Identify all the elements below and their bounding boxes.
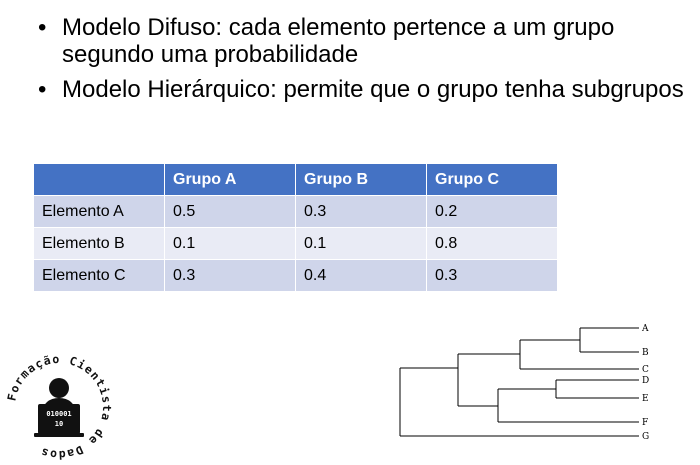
- table-cell: 0.1: [296, 228, 427, 260]
- table-cell: 0.8: [427, 228, 558, 260]
- leaf-label-b: B: [642, 348, 649, 358]
- probability-table: Grupo A Grupo B Grupo C Elemento A 0.5 0…: [34, 164, 558, 292]
- dendrogram-leaf-labels: A B C D E F G: [641, 324, 649, 442]
- dendrogram: A B C D E F G: [399, 324, 649, 442]
- bullet-item: • Modelo Difuso: cada elemento pertence …: [36, 14, 696, 68]
- header-cell: Grupo B: [296, 164, 427, 196]
- row-label-cell: Elemento A: [34, 196, 165, 228]
- bullet-list: • Modelo Difuso: cada elemento pertence …: [36, 14, 696, 111]
- bullet-dot: •: [38, 76, 47, 103]
- row-label-cell: Elemento C: [34, 260, 165, 292]
- table-header-row: Grupo A Grupo B Grupo C: [34, 164, 558, 196]
- table-row: Elemento C 0.3 0.4 0.3: [34, 260, 558, 292]
- formacao-cientista-logo: Formação Cientista de Dados 010001 10: [4, 352, 112, 462]
- table-cell: 0.1: [165, 228, 296, 260]
- table-row: Elemento B 0.1 0.1 0.8: [34, 228, 558, 260]
- header-cell: [34, 164, 165, 196]
- table-cell: 0.2: [427, 196, 558, 228]
- bullet-text: Modelo Hierárquico: permite que o grupo …: [62, 76, 684, 103]
- table-cell: 0.4: [296, 260, 427, 292]
- logo-screen-line: 010001: [46, 410, 71, 418]
- table-cell: 0.3: [296, 196, 427, 228]
- bullet-text: Modelo Difuso: cada elemento pertence a …: [62, 14, 615, 68]
- header-cell: Grupo A: [165, 164, 296, 196]
- table-cell: 0.5: [165, 196, 296, 228]
- logo-screen-line: 10: [55, 420, 63, 428]
- leaf-label-d: D: [642, 376, 649, 386]
- leaf-label-a: A: [641, 324, 649, 334]
- table-cell: 0.3: [165, 260, 296, 292]
- table-cell: 0.3: [427, 260, 558, 292]
- header-cell: Grupo C: [427, 164, 558, 196]
- laptop-icon: 010001 10: [34, 404, 84, 437]
- table-row: Elemento A 0.5 0.3 0.2: [34, 196, 558, 228]
- bullet-dot: •: [38, 14, 47, 41]
- leaf-label-e: E: [642, 394, 649, 404]
- leaf-label-c: C: [642, 365, 649, 375]
- dendrogram-branches: [399, 327, 639, 437]
- row-label-cell: Elemento B: [34, 228, 165, 260]
- leaf-label-f: F: [642, 418, 648, 428]
- bullet-item: • Modelo Hierárquico: permite que o grup…: [36, 76, 696, 103]
- leaf-label-g: G: [642, 432, 649, 442]
